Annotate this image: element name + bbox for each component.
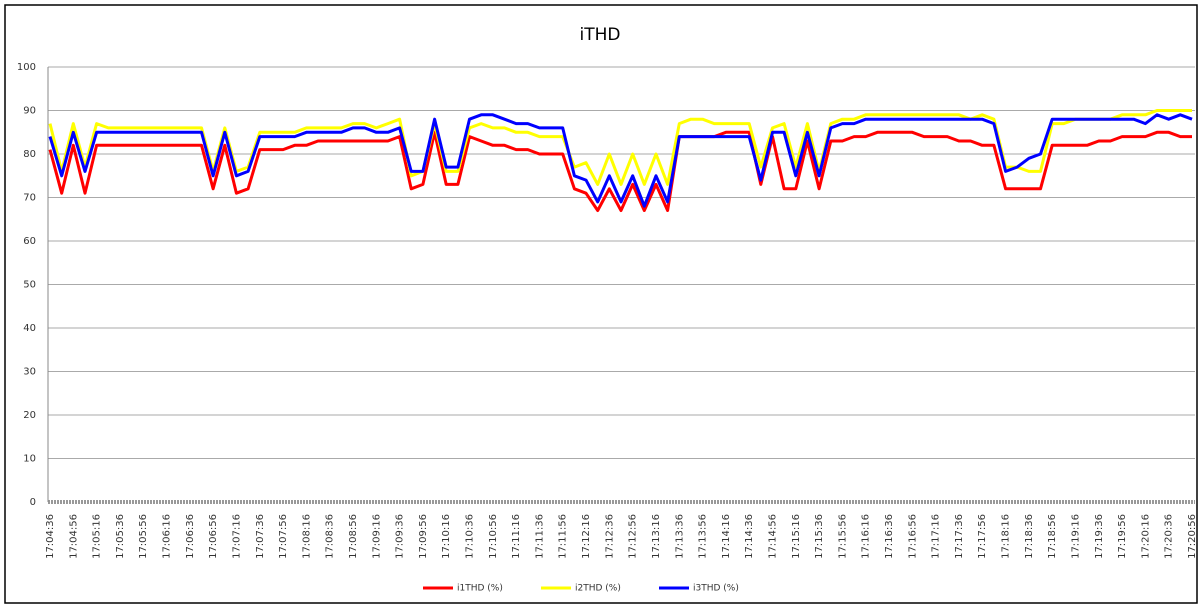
x-tick-label: 17:20:56 — [1187, 514, 1198, 559]
y-tick-label: 40 — [23, 323, 36, 334]
chart-title: iTHD — [580, 25, 621, 45]
x-tick-label: 17:06:16 — [162, 514, 173, 559]
x-tick-label: 17:20:16 — [1140, 514, 1151, 559]
x-tick-label: 17:07:16 — [231, 514, 242, 559]
x-tick-label: 17:09:36 — [395, 514, 406, 559]
x-tick-label: 17:18:56 — [1047, 514, 1058, 559]
x-tick-label: 17:14:36 — [744, 514, 755, 559]
x-tick-label: 17:04:36 — [45, 514, 56, 559]
x-tick-label: 17:07:36 — [255, 514, 266, 559]
x-tick-label: 17:14:56 — [767, 514, 778, 559]
x-tick-label: 17:16:36 — [884, 514, 895, 559]
y-tick-label: 100 — [17, 62, 36, 73]
x-tick-label: 17:11:56 — [558, 514, 569, 559]
x-tick-label: 17:16:56 — [907, 514, 918, 559]
x-tick-label: 17:10:56 — [488, 514, 499, 559]
legend-label: i1THD (%) — [457, 584, 503, 594]
x-tick-label: 17:05:36 — [115, 514, 126, 559]
x-tick-label: 17:05:56 — [138, 514, 149, 559]
x-tick-label: 17:11:36 — [534, 514, 545, 559]
y-tick-label: 50 — [23, 280, 36, 291]
legend-label: i2THD (%) — [575, 584, 621, 594]
series-line — [48, 113, 1193, 208]
x-tick-label: 17:13:16 — [651, 514, 662, 559]
x-tick-label: 17:09:16 — [371, 514, 382, 559]
x-tick-label: 17:04:56 — [68, 514, 79, 559]
x-tick-label: 17:16:16 — [861, 514, 872, 559]
x-tick-label: 17:08:36 — [325, 514, 336, 559]
y-tick-label: 90 — [23, 106, 36, 117]
series-line — [48, 130, 1192, 212]
x-tick-label: 17:08:56 — [348, 514, 359, 559]
x-tick-label: 17:17:36 — [954, 514, 965, 559]
x-tick-label: 17:15:16 — [791, 514, 802, 559]
x-tick-label: 17:17:16 — [931, 514, 942, 559]
legend-label: i3THD (%) — [693, 584, 739, 594]
x-tick-label: 17:12:36 — [604, 514, 615, 559]
x-tick-label: 17:15:36 — [814, 514, 825, 559]
chart-frame — [4, 4, 1198, 604]
x-tick-label: 17:13:36 — [674, 514, 685, 559]
x-tick-label: 17:11:16 — [511, 514, 522, 559]
y-tick-label: 60 — [23, 236, 36, 247]
x-tick-label: 17:09:56 — [418, 514, 429, 559]
x-tick-label: 17:05:16 — [92, 514, 103, 559]
x-tick-label: 17:06:56 — [208, 514, 219, 559]
x-tick-label: 17:08:16 — [301, 514, 312, 559]
x-tick-label: 17:10:16 — [441, 514, 452, 559]
x-tick-label: 17:19:16 — [1070, 514, 1081, 559]
y-tick-label: 70 — [23, 193, 36, 204]
y-tick-label: 10 — [23, 454, 36, 465]
y-tick-label: 80 — [23, 149, 36, 160]
x-tick-label: 17:19:36 — [1094, 514, 1105, 559]
y-tick-label: 0 — [30, 497, 36, 508]
y-tick-label: 30 — [23, 367, 36, 378]
x-tick-label: 17:20:36 — [1164, 514, 1175, 559]
x-tick-label: 17:10:36 — [465, 514, 476, 559]
x-tick-label: 17:13:56 — [698, 514, 709, 559]
x-tick-label: 17:15:56 — [837, 514, 848, 559]
x-tick-label: 17:18:16 — [1001, 514, 1012, 559]
x-tick-label: 17:18:36 — [1024, 514, 1035, 559]
x-tick-label: 17:14:16 — [721, 514, 732, 559]
y-tick-label: 20 — [23, 410, 36, 421]
x-tick-label: 17:07:56 — [278, 514, 289, 559]
x-tick-label: 17:12:56 — [628, 514, 639, 559]
x-tick-label: 17:06:36 — [185, 514, 196, 559]
x-tick-label: 17:12:16 — [581, 514, 592, 559]
x-tick-label: 17:17:56 — [977, 514, 988, 559]
x-tick-label: 17:19:56 — [1117, 514, 1128, 559]
